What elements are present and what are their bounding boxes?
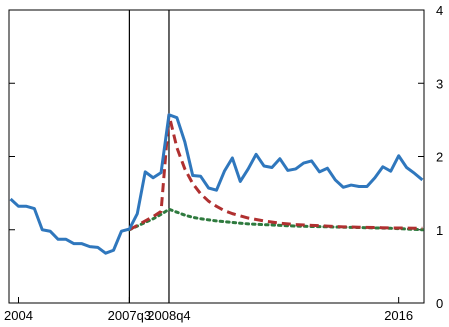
x-tick-label: 2004 (4, 308, 33, 323)
x-tick-label: 2016 (384, 308, 413, 323)
series-line-solid (9, 113, 424, 255)
y-tick-label: 3 (436, 76, 443, 91)
x-tick-label: 2008q4 (147, 308, 190, 323)
event-markers (128, 10, 170, 303)
y-axis: 0 1 2 3 4 (9, 3, 443, 311)
x-tick-label: 2007q3 (108, 308, 151, 323)
y-tick-label: 2 (436, 150, 443, 165)
series-line-dashed (128, 113, 423, 232)
y-tick-label: 0 (436, 296, 443, 311)
series-line-dotted (127, 207, 424, 232)
series-group (9, 113, 424, 255)
y-tick-label: 1 (436, 223, 443, 238)
y-tick-label: 4 (436, 3, 443, 18)
plot-frame (8, 9, 425, 304)
